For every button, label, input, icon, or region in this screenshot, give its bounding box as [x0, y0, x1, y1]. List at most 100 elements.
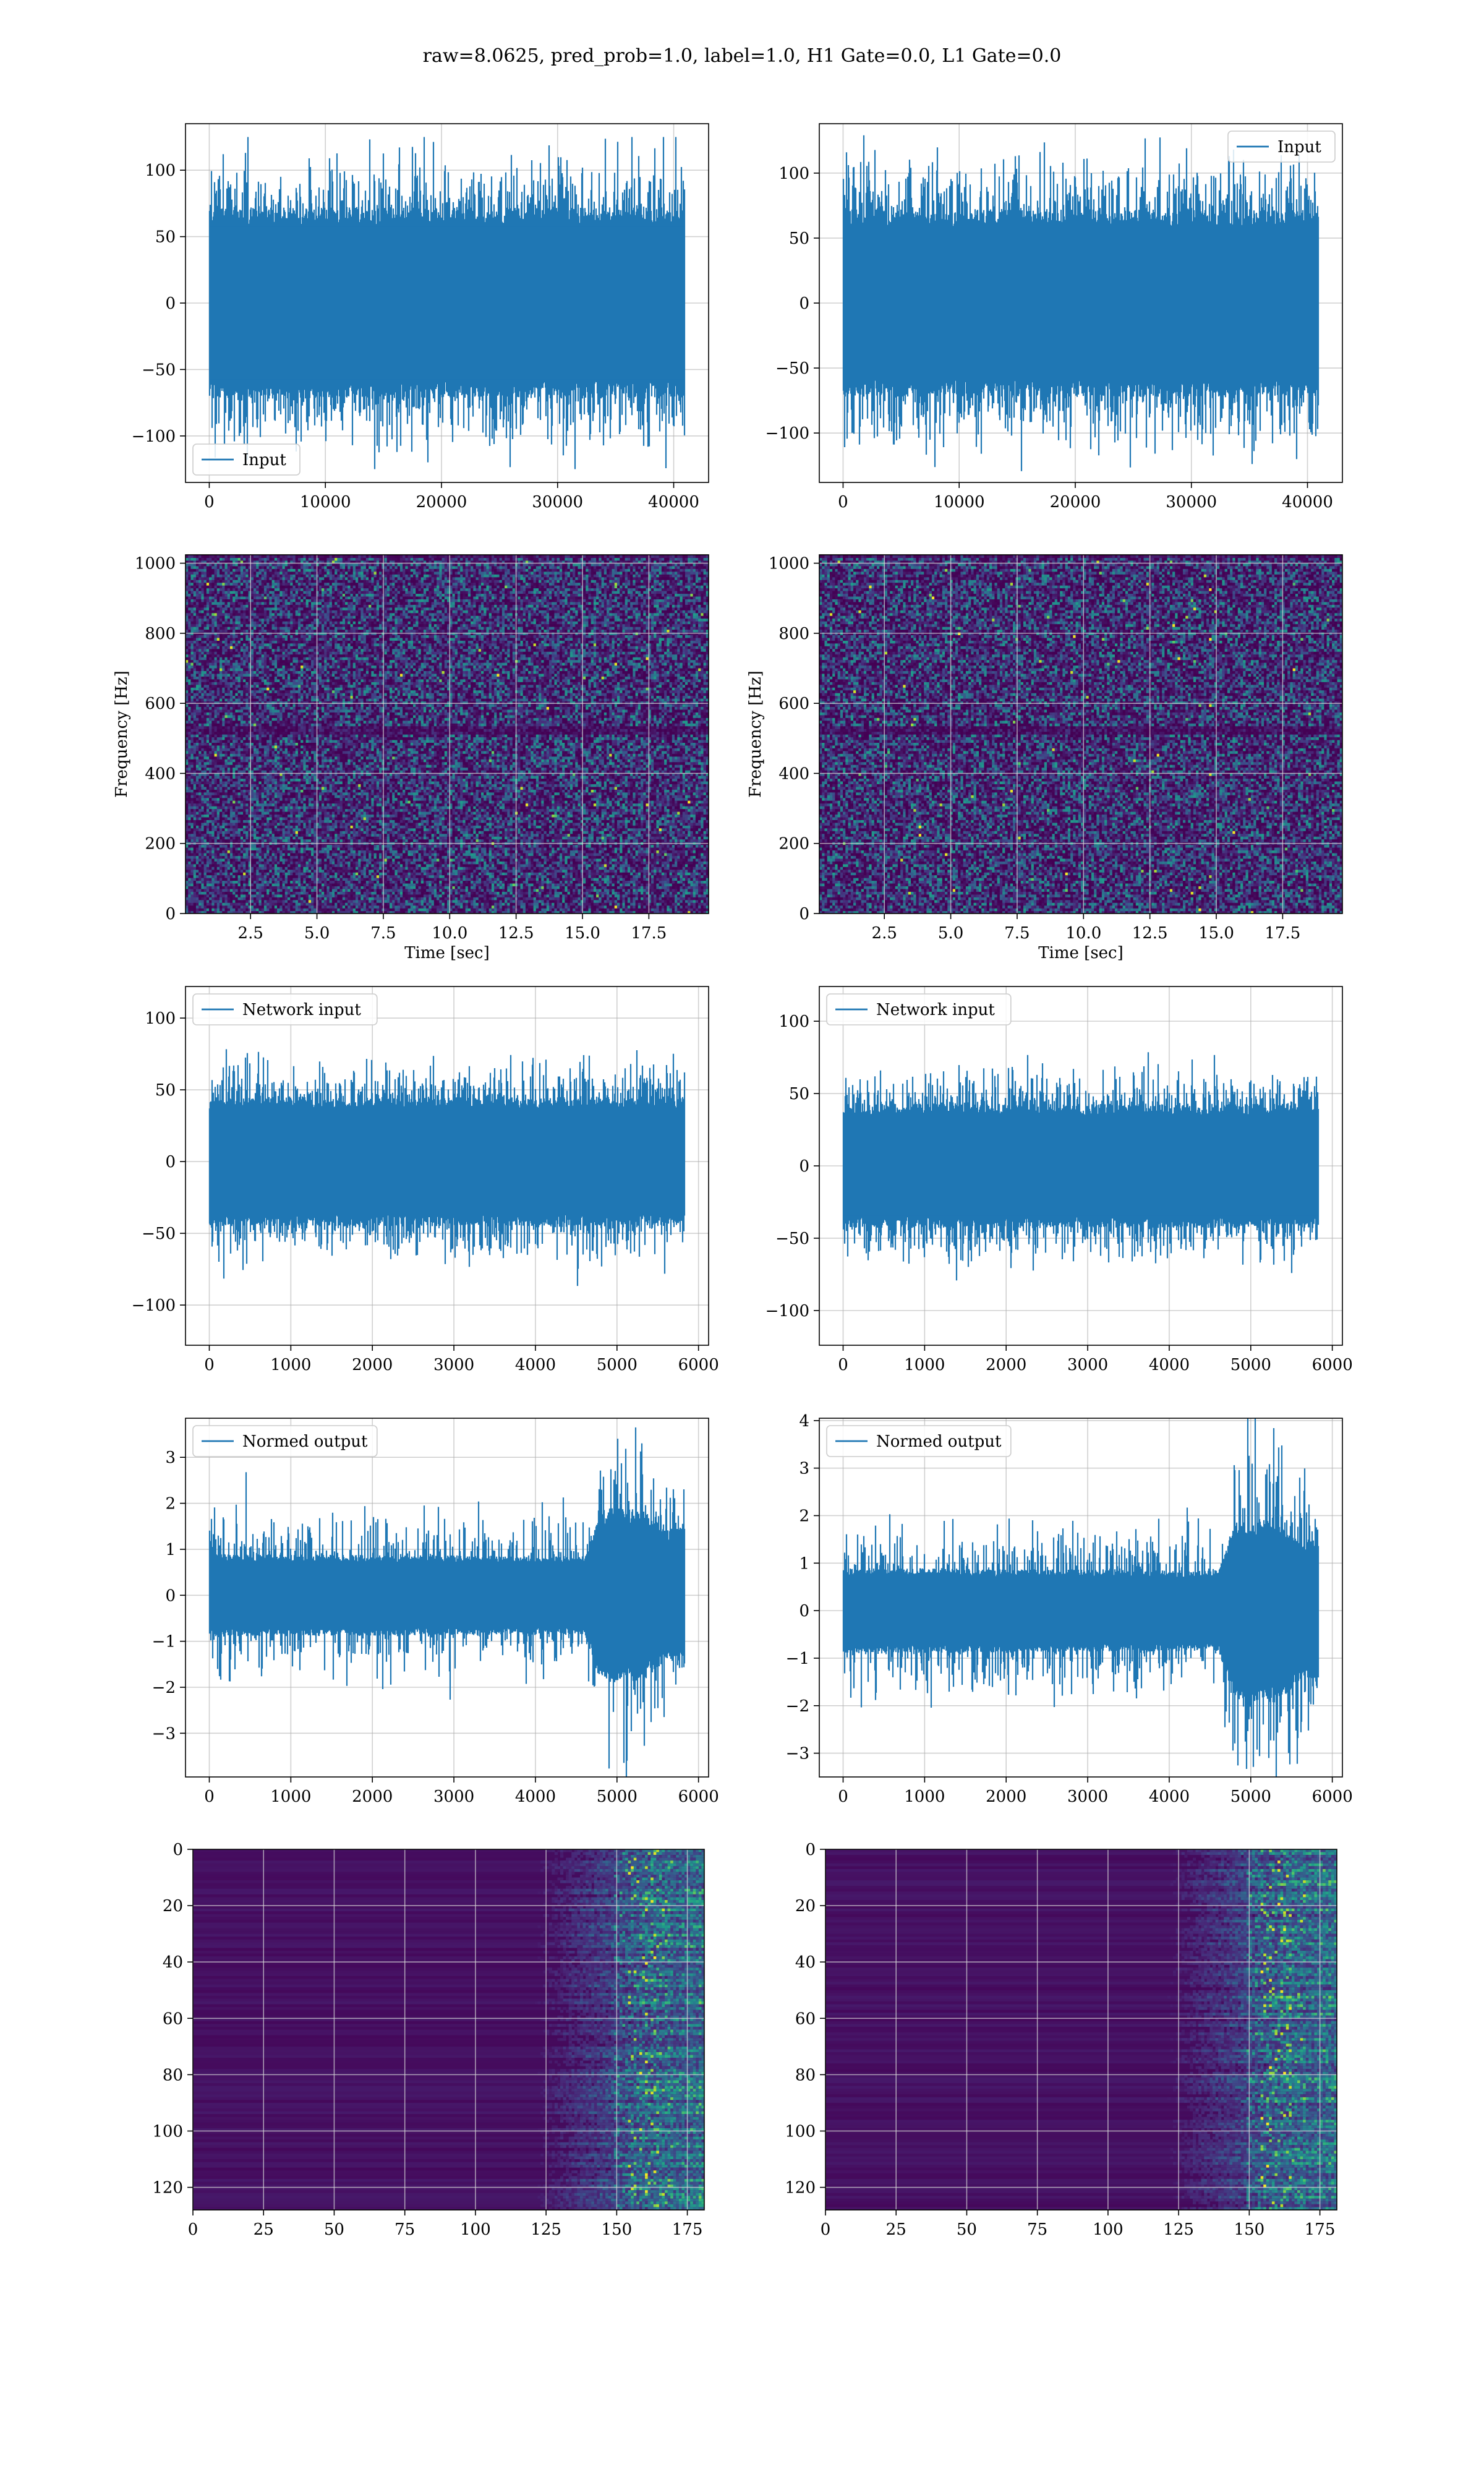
heat-cell — [677, 908, 680, 911]
heat-cell — [460, 894, 463, 897]
heat-cell — [557, 883, 560, 886]
heat-cell — [636, 867, 639, 870]
heat-cell — [599, 867, 602, 870]
heat-cell — [211, 880, 215, 883]
heat-cell — [298, 902, 301, 905]
heat-cell — [547, 867, 550, 870]
heat-cell — [452, 875, 455, 878]
heat-cell — [364, 908, 367, 911]
heat-cell — [209, 870, 212, 873]
heat-cell — [494, 872, 497, 875]
heat-cell — [615, 908, 618, 911]
heat-cell — [505, 902, 508, 905]
heat-cell — [390, 897, 393, 900]
heat-cell — [298, 880, 301, 883]
heat-cell — [704, 908, 707, 911]
heat-cell — [617, 908, 620, 911]
heat-cell — [353, 900, 356, 903]
heat-cell — [258, 886, 262, 889]
heat-cell — [523, 878, 526, 881]
heat-cell — [350, 864, 353, 867]
heat-cell — [583, 861, 586, 864]
heat-cell — [258, 858, 262, 862]
heat-cell — [418, 905, 421, 909]
heat-cell — [502, 894, 505, 897]
heat-cell — [262, 867, 265, 870]
heat-cell — [360, 867, 364, 870]
heat-cell — [258, 880, 262, 883]
heat-cell — [288, 872, 291, 875]
heat-cell — [434, 889, 437, 892]
heat-cell — [549, 883, 552, 886]
heat-cell — [277, 894, 280, 897]
heat-cell — [528, 861, 531, 864]
heat-cell — [510, 889, 513, 892]
heat-cell — [190, 870, 194, 873]
heat-cell — [298, 870, 301, 873]
heat-cell — [701, 891, 704, 894]
heat-cell — [607, 905, 610, 909]
heat-cell — [701, 864, 704, 867]
heat-cell — [680, 872, 683, 875]
heat-cell — [445, 883, 448, 886]
heat-cell — [630, 864, 633, 867]
heat-cell — [562, 891, 565, 894]
heat-cell — [366, 908, 369, 911]
heat-cell — [473, 891, 476, 894]
heat-cell — [547, 894, 550, 897]
heat-cell — [452, 870, 455, 873]
heat-cell — [413, 894, 416, 897]
heat-cell — [607, 891, 610, 894]
heat-cell — [230, 864, 233, 867]
heat-cell — [194, 861, 197, 864]
heat-cell — [313, 864, 317, 867]
heat-cell — [672, 870, 675, 873]
heat-cell — [596, 883, 599, 886]
heat-cell — [403, 880, 406, 883]
heat-cell — [309, 872, 312, 875]
heat-cell — [374, 870, 377, 873]
heat-cell — [313, 891, 317, 894]
heat-cell — [371, 900, 374, 903]
heat-cell — [335, 902, 338, 905]
heat-cell — [536, 875, 539, 878]
heat-cell — [432, 902, 435, 905]
heat-cell — [309, 902, 312, 905]
heat-cell — [492, 908, 495, 911]
heat-cell — [306, 905, 309, 909]
y-tick-label: 50 — [789, 229, 809, 248]
heat-cell — [526, 905, 529, 909]
heat-cell — [565, 883, 568, 886]
heat-cell — [377, 872, 380, 875]
heat-cell — [489, 891, 492, 894]
heat-cell — [290, 864, 293, 867]
heat-cell — [591, 872, 594, 875]
heat-cell — [194, 864, 197, 867]
heat-cell — [633, 878, 636, 881]
heat-cell — [313, 908, 317, 911]
heat-cell — [345, 908, 348, 911]
heat-cell — [303, 889, 306, 892]
heat-cell — [596, 900, 599, 903]
heat-cell — [664, 875, 667, 878]
heat-cell — [408, 908, 411, 911]
heat-cell — [510, 905, 513, 909]
heat-cell — [560, 870, 563, 873]
heat-cell — [701, 880, 704, 883]
heat-cell — [217, 883, 220, 886]
heat-cell — [466, 878, 469, 881]
heat-cell — [439, 864, 442, 867]
heat-cell — [207, 905, 210, 909]
heat-cell — [667, 872, 670, 875]
heat-cell — [364, 870, 367, 873]
heat-cell — [377, 902, 380, 905]
heat-cell — [547, 872, 550, 875]
heat-cell — [479, 872, 482, 875]
heat-cell — [283, 883, 286, 886]
heat-cell — [656, 886, 659, 889]
heat-cell — [683, 905, 686, 909]
heat-cell — [408, 905, 411, 909]
heat-cell — [615, 905, 618, 909]
heat-cell — [575, 902, 578, 905]
heat-cell — [502, 883, 505, 886]
